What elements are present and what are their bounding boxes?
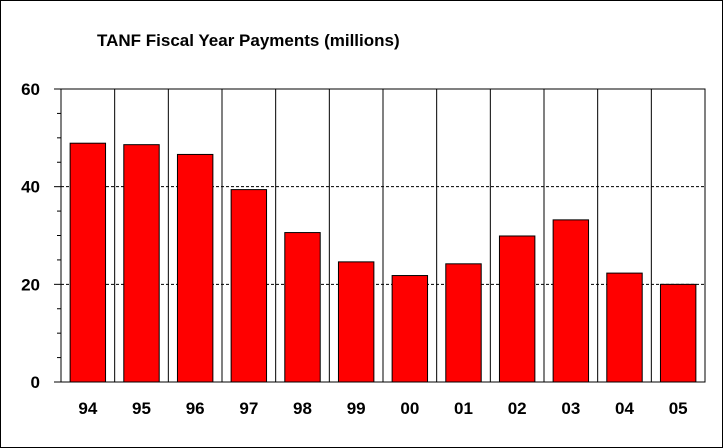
bar-03: [552, 219, 590, 383]
bar-97: [230, 189, 268, 383]
x-tick-label-01: 01: [454, 399, 473, 418]
bar-02: [498, 235, 536, 383]
bar-05: [659, 283, 697, 383]
x-tick-label-98: 98: [293, 399, 312, 418]
x-tick-label-95: 95: [132, 399, 151, 418]
bar-95: [123, 144, 160, 383]
y-tick-label: 40: [21, 178, 40, 197]
y-tick-label: 20: [21, 275, 40, 294]
y-tick-label: 0: [31, 373, 40, 392]
x-tick-label-05: 05: [669, 399, 688, 418]
y-tick-label: 60: [21, 80, 40, 99]
x-tick-label-03: 03: [561, 399, 580, 418]
x-tick-label-04: 04: [615, 399, 634, 418]
bar-04: [606, 272, 643, 383]
x-tick-label-94: 94: [78, 399, 97, 418]
x-tick-label-00: 00: [400, 399, 419, 418]
chart-title: TANF Fiscal Year Payments (millions): [97, 31, 400, 50]
bar-01: [445, 263, 482, 383]
x-tick-label-02: 02: [508, 399, 527, 418]
x-tick-label-96: 96: [186, 399, 205, 418]
x-tick-label-97: 97: [239, 399, 258, 418]
x-tick-label-99: 99: [347, 399, 366, 418]
bar-99: [337, 261, 375, 383]
bar-00: [391, 275, 429, 383]
bar-94: [69, 142, 107, 383]
bar-98: [284, 232, 321, 383]
bar-96: [176, 153, 214, 383]
